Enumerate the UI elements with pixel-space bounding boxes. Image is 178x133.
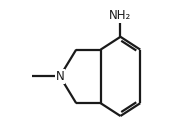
Text: N: N <box>56 70 64 83</box>
Text: NH₂: NH₂ <box>109 9 132 22</box>
